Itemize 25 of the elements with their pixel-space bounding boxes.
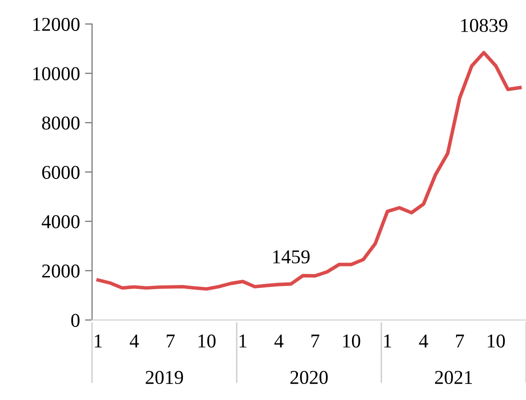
- line-series: [96, 50, 522, 291]
- text: 2019: [146, 370, 184, 384]
- data-label: 10839: [461, 18, 508, 32]
- y-tick-label: 12000: [33, 18, 80, 31]
- y-tick-label: 8000: [42, 116, 80, 130]
- text: 2020: [290, 370, 328, 384]
- y-tick-label: 10000: [33, 67, 80, 80]
- x-tick-label: 7: [311, 334, 320, 348]
- y-tick-label: 0: [71, 314, 80, 327]
- data-label: 1459: [273, 250, 310, 264]
- text: 2021: [435, 370, 472, 384]
- x-tick-label: 7: [166, 334, 175, 348]
- x-tick-label: 4: [130, 334, 139, 348]
- x-tick-label: 10: [343, 334, 360, 348]
- x-tick-label: 10: [488, 334, 505, 348]
- x-tick-label: 1: [240, 334, 246, 348]
- x-tick-label: 4: [419, 334, 428, 348]
- y-tick-label: 2000: [42, 264, 80, 278]
- x-tick-label: 1: [94, 334, 102, 348]
- y-tick-label: 6000: [42, 166, 80, 179]
- x-tick-label: 1: [384, 334, 392, 348]
- x-tick-label: 4: [274, 334, 284, 348]
- x-tick-label: 7: [456, 334, 464, 348]
- x-tick-label: 10: [198, 334, 216, 348]
- y-tick-label: 4000: [42, 215, 80, 228]
